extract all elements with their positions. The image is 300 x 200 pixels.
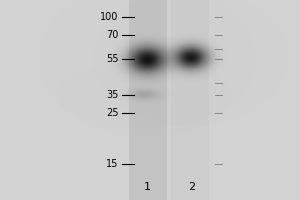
Text: 35: 35 [106,90,118,100]
Text: 1: 1 [143,182,151,192]
Text: 15: 15 [106,159,118,169]
Text: 2: 2 [188,182,196,192]
Text: 55: 55 [106,54,118,64]
Text: 100: 100 [100,12,118,22]
Text: 25: 25 [106,108,118,118]
Text: 70: 70 [106,30,118,40]
